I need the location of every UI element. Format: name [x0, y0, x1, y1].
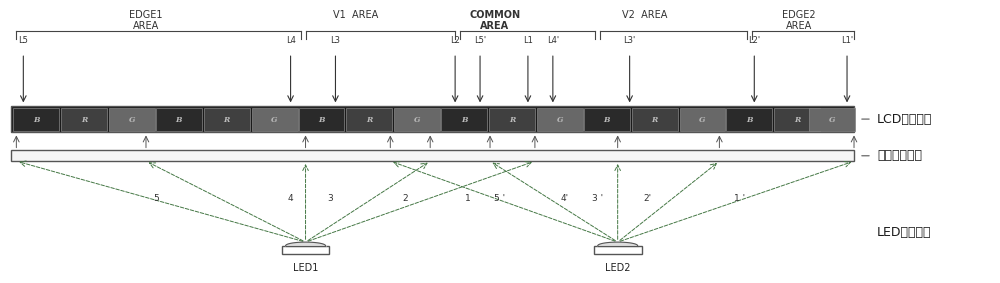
Text: 4': 4' [561, 194, 569, 203]
Text: L5': L5' [474, 36, 486, 45]
Text: B: B [461, 116, 467, 124]
Bar [204, 108, 250, 131]
Text: 3: 3 [328, 194, 333, 203]
Text: G: G [129, 116, 135, 124]
Bar [726, 108, 772, 131]
Text: 1: 1 [465, 194, 471, 203]
Bar [282, 246, 329, 254]
Bar [394, 108, 440, 131]
Text: L4: L4 [286, 36, 296, 45]
Text: LCD像素光阀: LCD像素光阀 [877, 113, 932, 126]
Text: COMMON
AREA: COMMON AREA [469, 10, 521, 31]
Text: L2: L2 [450, 36, 460, 45]
Bar [584, 108, 630, 131]
Text: 5 ': 5 ' [494, 194, 506, 203]
Text: B: B [746, 116, 753, 124]
Bar [809, 108, 855, 131]
Bar [156, 108, 202, 131]
Bar [537, 108, 583, 131]
Bar [680, 108, 725, 131]
Text: B: B [176, 116, 182, 124]
Text: LED光源组件: LED光源组件 [877, 226, 931, 239]
Bar [61, 108, 107, 131]
Text: B: B [33, 116, 40, 124]
Text: EDGE2
AREA: EDGE2 AREA [782, 10, 816, 31]
Text: V2  AREA: V2 AREA [622, 10, 667, 20]
Bar [632, 108, 678, 131]
Bar [252, 108, 298, 131]
Text: L3: L3 [330, 36, 340, 45]
Text: R: R [366, 116, 373, 124]
Text: L3': L3' [624, 36, 636, 45]
Text: 组合光学膜片: 组合光学膜片 [877, 149, 922, 162]
Text: L2': L2' [748, 36, 760, 45]
Text: R: R [509, 116, 515, 124]
Text: EDGE1
AREA: EDGE1 AREA [129, 10, 163, 31]
Bar [13, 108, 59, 131]
Bar [299, 108, 344, 131]
Text: G: G [829, 116, 835, 124]
Text: R: R [81, 116, 87, 124]
Text: LED1: LED1 [293, 263, 318, 273]
Text: 5: 5 [153, 194, 159, 203]
Text: L5: L5 [18, 36, 28, 45]
Bar [346, 108, 392, 131]
Text: L4': L4' [547, 36, 559, 45]
Text: G: G [557, 116, 563, 124]
Text: B: B [603, 116, 610, 124]
Text: LED2: LED2 [605, 263, 630, 273]
Bar [11, 151, 854, 161]
Bar [489, 108, 535, 131]
Text: R: R [651, 116, 658, 124]
Text: 2: 2 [402, 194, 408, 203]
Text: 1 ': 1 ' [734, 194, 745, 203]
Text: R: R [224, 116, 230, 124]
Bar [109, 108, 155, 131]
Text: L1: L1 [523, 36, 533, 45]
Bar [441, 108, 487, 131]
Text: G: G [414, 116, 420, 124]
Bar [774, 108, 820, 131]
Bar [594, 246, 642, 254]
Text: 2': 2' [644, 194, 652, 203]
Text: 4: 4 [288, 194, 293, 203]
Text: R: R [794, 116, 800, 124]
Text: V1  AREA: V1 AREA [333, 10, 378, 20]
Text: G: G [699, 116, 706, 124]
Text: L1': L1' [841, 36, 853, 45]
Text: G: G [271, 116, 278, 124]
Text: B: B [318, 116, 325, 124]
Text: 3 ': 3 ' [592, 194, 603, 203]
Bar [11, 106, 854, 132]
